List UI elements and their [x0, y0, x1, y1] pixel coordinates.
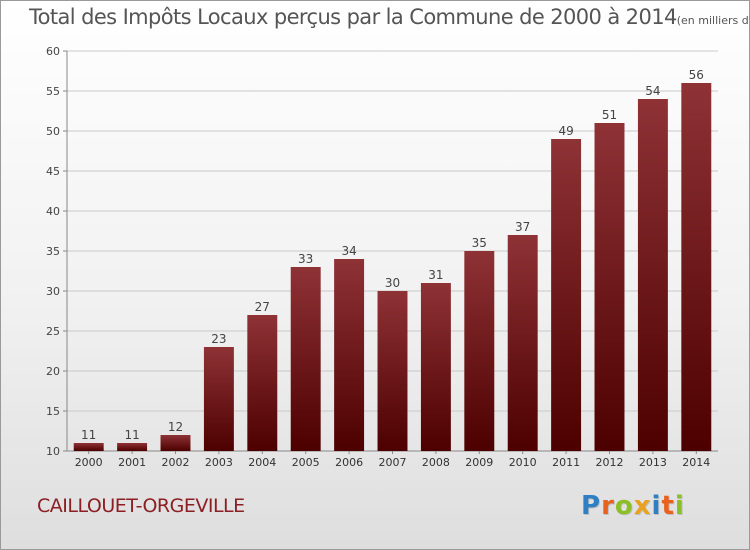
bar-2007	[377, 291, 408, 451]
data-label-2005: 33	[298, 252, 313, 266]
bar-2001	[117, 443, 148, 451]
bar-2012	[594, 123, 625, 451]
data-label-2002: 12	[168, 420, 183, 434]
x-tick-label: 2000	[75, 456, 103, 469]
bar-2002	[160, 435, 191, 451]
y-tick-label: 40	[46, 205, 60, 218]
data-label-2003: 23	[211, 332, 226, 346]
y-tick-label: 30	[46, 285, 60, 298]
y-tick-label: 60	[46, 45, 60, 58]
bar-2014	[681, 83, 712, 451]
y-tick-label: 15	[46, 405, 60, 418]
data-label-2000: 11	[81, 428, 96, 442]
data-label-2007: 30	[385, 276, 400, 290]
logo-letter: i	[651, 491, 662, 521]
y-tick-label: 10	[46, 445, 60, 458]
chart-title: Total des Impôts Locaux perçus par la Co…	[29, 5, 750, 29]
y-tick-label: 20	[46, 365, 60, 378]
bar-2011	[551, 139, 582, 451]
data-label-2009: 35	[472, 236, 487, 250]
bars: 11 11 12 23 27 33 34 30 31 35 37 49 51 54 56	[73, 68, 712, 451]
chart-title-text: Total des Impôts Locaux perçus par la Co…	[29, 5, 677, 29]
x-tick-label: 2010	[509, 456, 537, 469]
data-label-2014: 56	[689, 68, 704, 82]
x-tick-label: 2006	[335, 456, 363, 469]
x-tick-label: 2008	[422, 456, 450, 469]
bar-2010	[507, 235, 538, 451]
logo-letter: t	[661, 491, 675, 521]
x-tick-label: 2013	[639, 456, 667, 469]
data-label-2006: 34	[341, 244, 356, 258]
y-tick-label: 35	[46, 245, 60, 258]
x-tick-label: 2003	[205, 456, 233, 469]
bar-2006	[334, 259, 365, 451]
y-tick-label: 55	[46, 85, 60, 98]
y-tick-label: 45	[46, 165, 60, 178]
x-tick-label: 2007	[379, 456, 407, 469]
logo-letter: x	[633, 491, 652, 521]
bar-2004	[247, 315, 278, 451]
bar-2009	[464, 251, 495, 451]
logo-letter: r	[601, 491, 615, 521]
x-tick-label: 2011	[552, 456, 580, 469]
x-tick-label: 2001	[118, 456, 146, 469]
data-label-2004: 27	[255, 300, 270, 314]
x-tick-label: 2004	[248, 456, 276, 469]
y-axis: 10 15 20 25 30 35 40 45 50 55 60	[46, 45, 68, 458]
data-label-2012: 51	[602, 108, 617, 122]
x-tick-label: 2002	[162, 456, 190, 469]
x-axis: 2000 2001 2002 2003 2004 2005 2006 2007 2008 2009…	[75, 451, 710, 469]
proxiti-logo: Proxiti	[581, 491, 685, 521]
x-tick-label: 2005	[292, 456, 320, 469]
data-label-2010: 37	[515, 220, 530, 234]
chart-unit-label: (en milliers d'€)	[676, 14, 750, 27]
bar-2000	[73, 443, 104, 451]
bar-2013	[637, 99, 668, 451]
logo-letter: o	[614, 491, 634, 521]
data-label-2008: 31	[428, 268, 443, 282]
x-tick-label: 2014	[682, 456, 710, 469]
x-tick-label: 2009	[465, 456, 493, 469]
data-label-2013: 54	[645, 84, 660, 98]
x-tick-label: 2012	[596, 456, 624, 469]
commune-name: CAILLOUET-ORGEVILLE	[37, 495, 245, 517]
data-label-2011: 49	[558, 124, 573, 138]
y-tick-label: 50	[46, 125, 60, 138]
bar-2008	[420, 283, 451, 451]
bar-2003	[203, 347, 234, 451]
data-label-2001: 11	[124, 428, 139, 442]
logo-letter: i	[674, 491, 685, 521]
y-tick-label: 25	[46, 325, 60, 338]
logo-letter: P	[581, 491, 602, 521]
bar-2005	[290, 267, 321, 451]
